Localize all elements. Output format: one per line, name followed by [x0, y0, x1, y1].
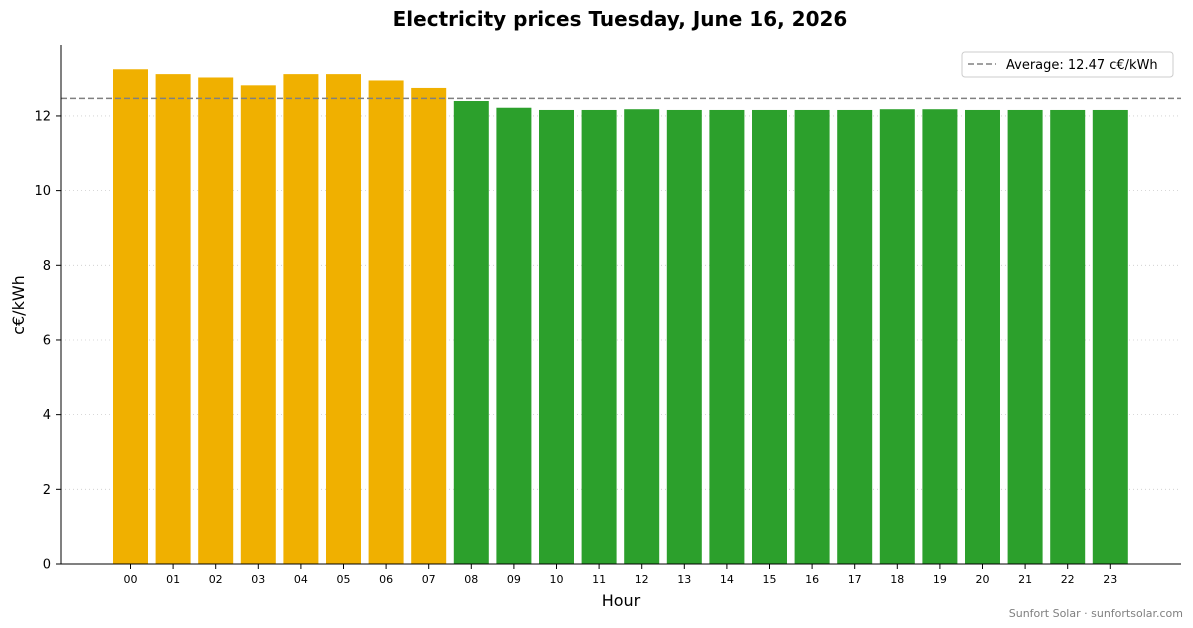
- bar-04: [283, 74, 319, 564]
- x-tick-label: 08: [464, 573, 478, 586]
- bar-10: [539, 109, 574, 564]
- bar-02: [198, 77, 234, 565]
- y-tick-label: 4: [43, 408, 51, 423]
- bar-22: [1050, 109, 1086, 564]
- bar-23: [1092, 109, 1128, 564]
- axes: [60, 45, 1181, 565]
- bar-07: [411, 87, 447, 565]
- x-tick-label: 23: [1103, 573, 1117, 586]
- x-tick-label: 04: [294, 573, 308, 586]
- x-tick-label: 06: [379, 573, 393, 586]
- bar-21: [1007, 109, 1043, 564]
- bar-19: [922, 109, 958, 564]
- bar-17: [837, 109, 873, 564]
- x-tick-label: 01: [166, 573, 180, 586]
- bar-09: [496, 107, 532, 564]
- x-axis-label: Hour: [602, 591, 641, 610]
- x-tick-label: 12: [635, 573, 649, 586]
- y-tick-label: 2: [43, 483, 51, 498]
- bar-08: [453, 101, 489, 564]
- bar-05: [326, 74, 361, 564]
- y-tick-label: 8: [43, 259, 51, 274]
- x-tick-label: 05: [337, 573, 351, 586]
- x-tick-label: 00: [124, 573, 138, 586]
- bar-12: [624, 109, 660, 564]
- x-tick-label: 10: [550, 573, 564, 586]
- y-axis-label: c€/kWh: [9, 275, 28, 335]
- x-tick-label: 20: [976, 573, 990, 586]
- x-tick-label: 22: [1061, 573, 1075, 586]
- x-tick-label: 18: [890, 573, 904, 586]
- y-tick-label: 12: [34, 109, 51, 124]
- x-tick-label: 16: [805, 573, 819, 586]
- bars: [113, 69, 1128, 565]
- bar-14: [709, 109, 745, 564]
- y-ticks: 0 2 4 6 8 10 12: [34, 109, 61, 573]
- legend-box: [961, 51, 1174, 78]
- bar-15: [752, 109, 787, 564]
- chart-title: Electricity prices Tuesday, June 16, 202…: [393, 7, 848, 31]
- x-ticks: 00 01 02 03 04 05 06 07 08 09 10 11 12 13 14 15 16 17 18 19…: [124, 564, 1117, 586]
- x-tick-label: 15: [763, 573, 777, 586]
- x-tick-label: 21: [1018, 573, 1032, 586]
- bar-13: [666, 109, 702, 564]
- credit-text: Sunfort Solar · sunfortsolar.com: [1008, 607, 1183, 620]
- x-tick-label: 17: [848, 573, 862, 586]
- x-tick-label: 11: [592, 573, 606, 586]
- legend-average-label: Average: 12.47 c€/kWh: [1006, 58, 1158, 73]
- bar-00: [113, 69, 148, 565]
- x-tick-label: 14: [720, 573, 734, 586]
- y-tick-label: 0: [43, 558, 51, 573]
- y-tick-label: 10: [34, 184, 51, 199]
- y-tick-label: 6: [43, 333, 51, 348]
- x-tick-label: 13: [677, 573, 691, 586]
- bar-11: [581, 109, 617, 564]
- legend: Average: 12.47 c€/kWh: [961, 51, 1174, 78]
- x-tick-label: 09: [507, 573, 521, 586]
- bar-06: [368, 80, 404, 564]
- bar-20: [965, 109, 1000, 564]
- bar-01: [155, 74, 191, 564]
- x-tick-label: 02: [209, 573, 223, 586]
- bar-03: [240, 85, 276, 564]
- x-tick-label: 03: [251, 573, 265, 586]
- grid-lines: [61, 115, 1181, 490]
- x-tick-label: 07: [422, 573, 436, 586]
- x-tick-label: 19: [933, 573, 947, 586]
- bar-16: [794, 109, 830, 564]
- bar-18: [879, 109, 915, 564]
